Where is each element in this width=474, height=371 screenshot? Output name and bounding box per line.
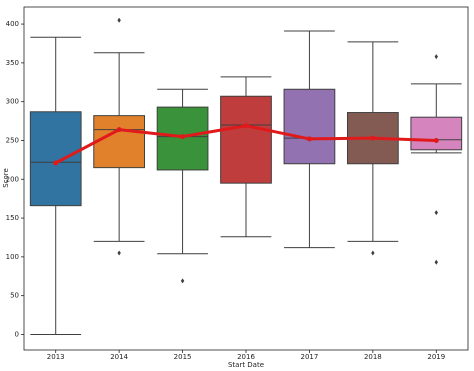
mean-point (243, 123, 249, 129)
y-tick-label: 150 (6, 214, 19, 222)
y-tick-label: 250 (6, 136, 19, 144)
mean-point (53, 160, 59, 166)
x-tick-label: 2015 (174, 353, 192, 361)
x-tick-label: 2013 (47, 353, 65, 361)
mean-point (370, 135, 376, 141)
y-tick-label: 200 (6, 175, 19, 183)
outlier (371, 250, 375, 256)
outlier (434, 210, 438, 216)
mean-point (433, 137, 439, 143)
y-tick-label: 400 (6, 20, 19, 28)
mean-point (116, 127, 122, 133)
box (93, 115, 146, 169)
y-tick-label: 0 (15, 330, 19, 338)
x-tick-label: 2019 (427, 353, 445, 361)
x-axis-label: Start Date (228, 361, 264, 369)
outlier (117, 250, 121, 256)
outlier (180, 278, 185, 284)
box (220, 95, 272, 184)
x-tick-label: 2017 (301, 353, 319, 361)
outlier (117, 17, 121, 23)
y-tick-label: 350 (6, 59, 19, 67)
mean-point (306, 136, 312, 142)
mean-point (180, 134, 186, 140)
box (410, 116, 463, 151)
y-tick-label: 100 (6, 253, 19, 261)
y-tick-label: 50 (10, 292, 19, 300)
outlier (434, 54, 438, 60)
box (283, 88, 336, 165)
outlier (434, 259, 438, 265)
y-tick-label: 300 (6, 98, 19, 106)
x-tick-label: 2014 (110, 353, 128, 361)
box (29, 111, 82, 207)
x-tick-label: 2018 (364, 353, 382, 361)
x-tick-label: 2016 (237, 353, 255, 361)
y-axis-label: Score (2, 168, 10, 188)
